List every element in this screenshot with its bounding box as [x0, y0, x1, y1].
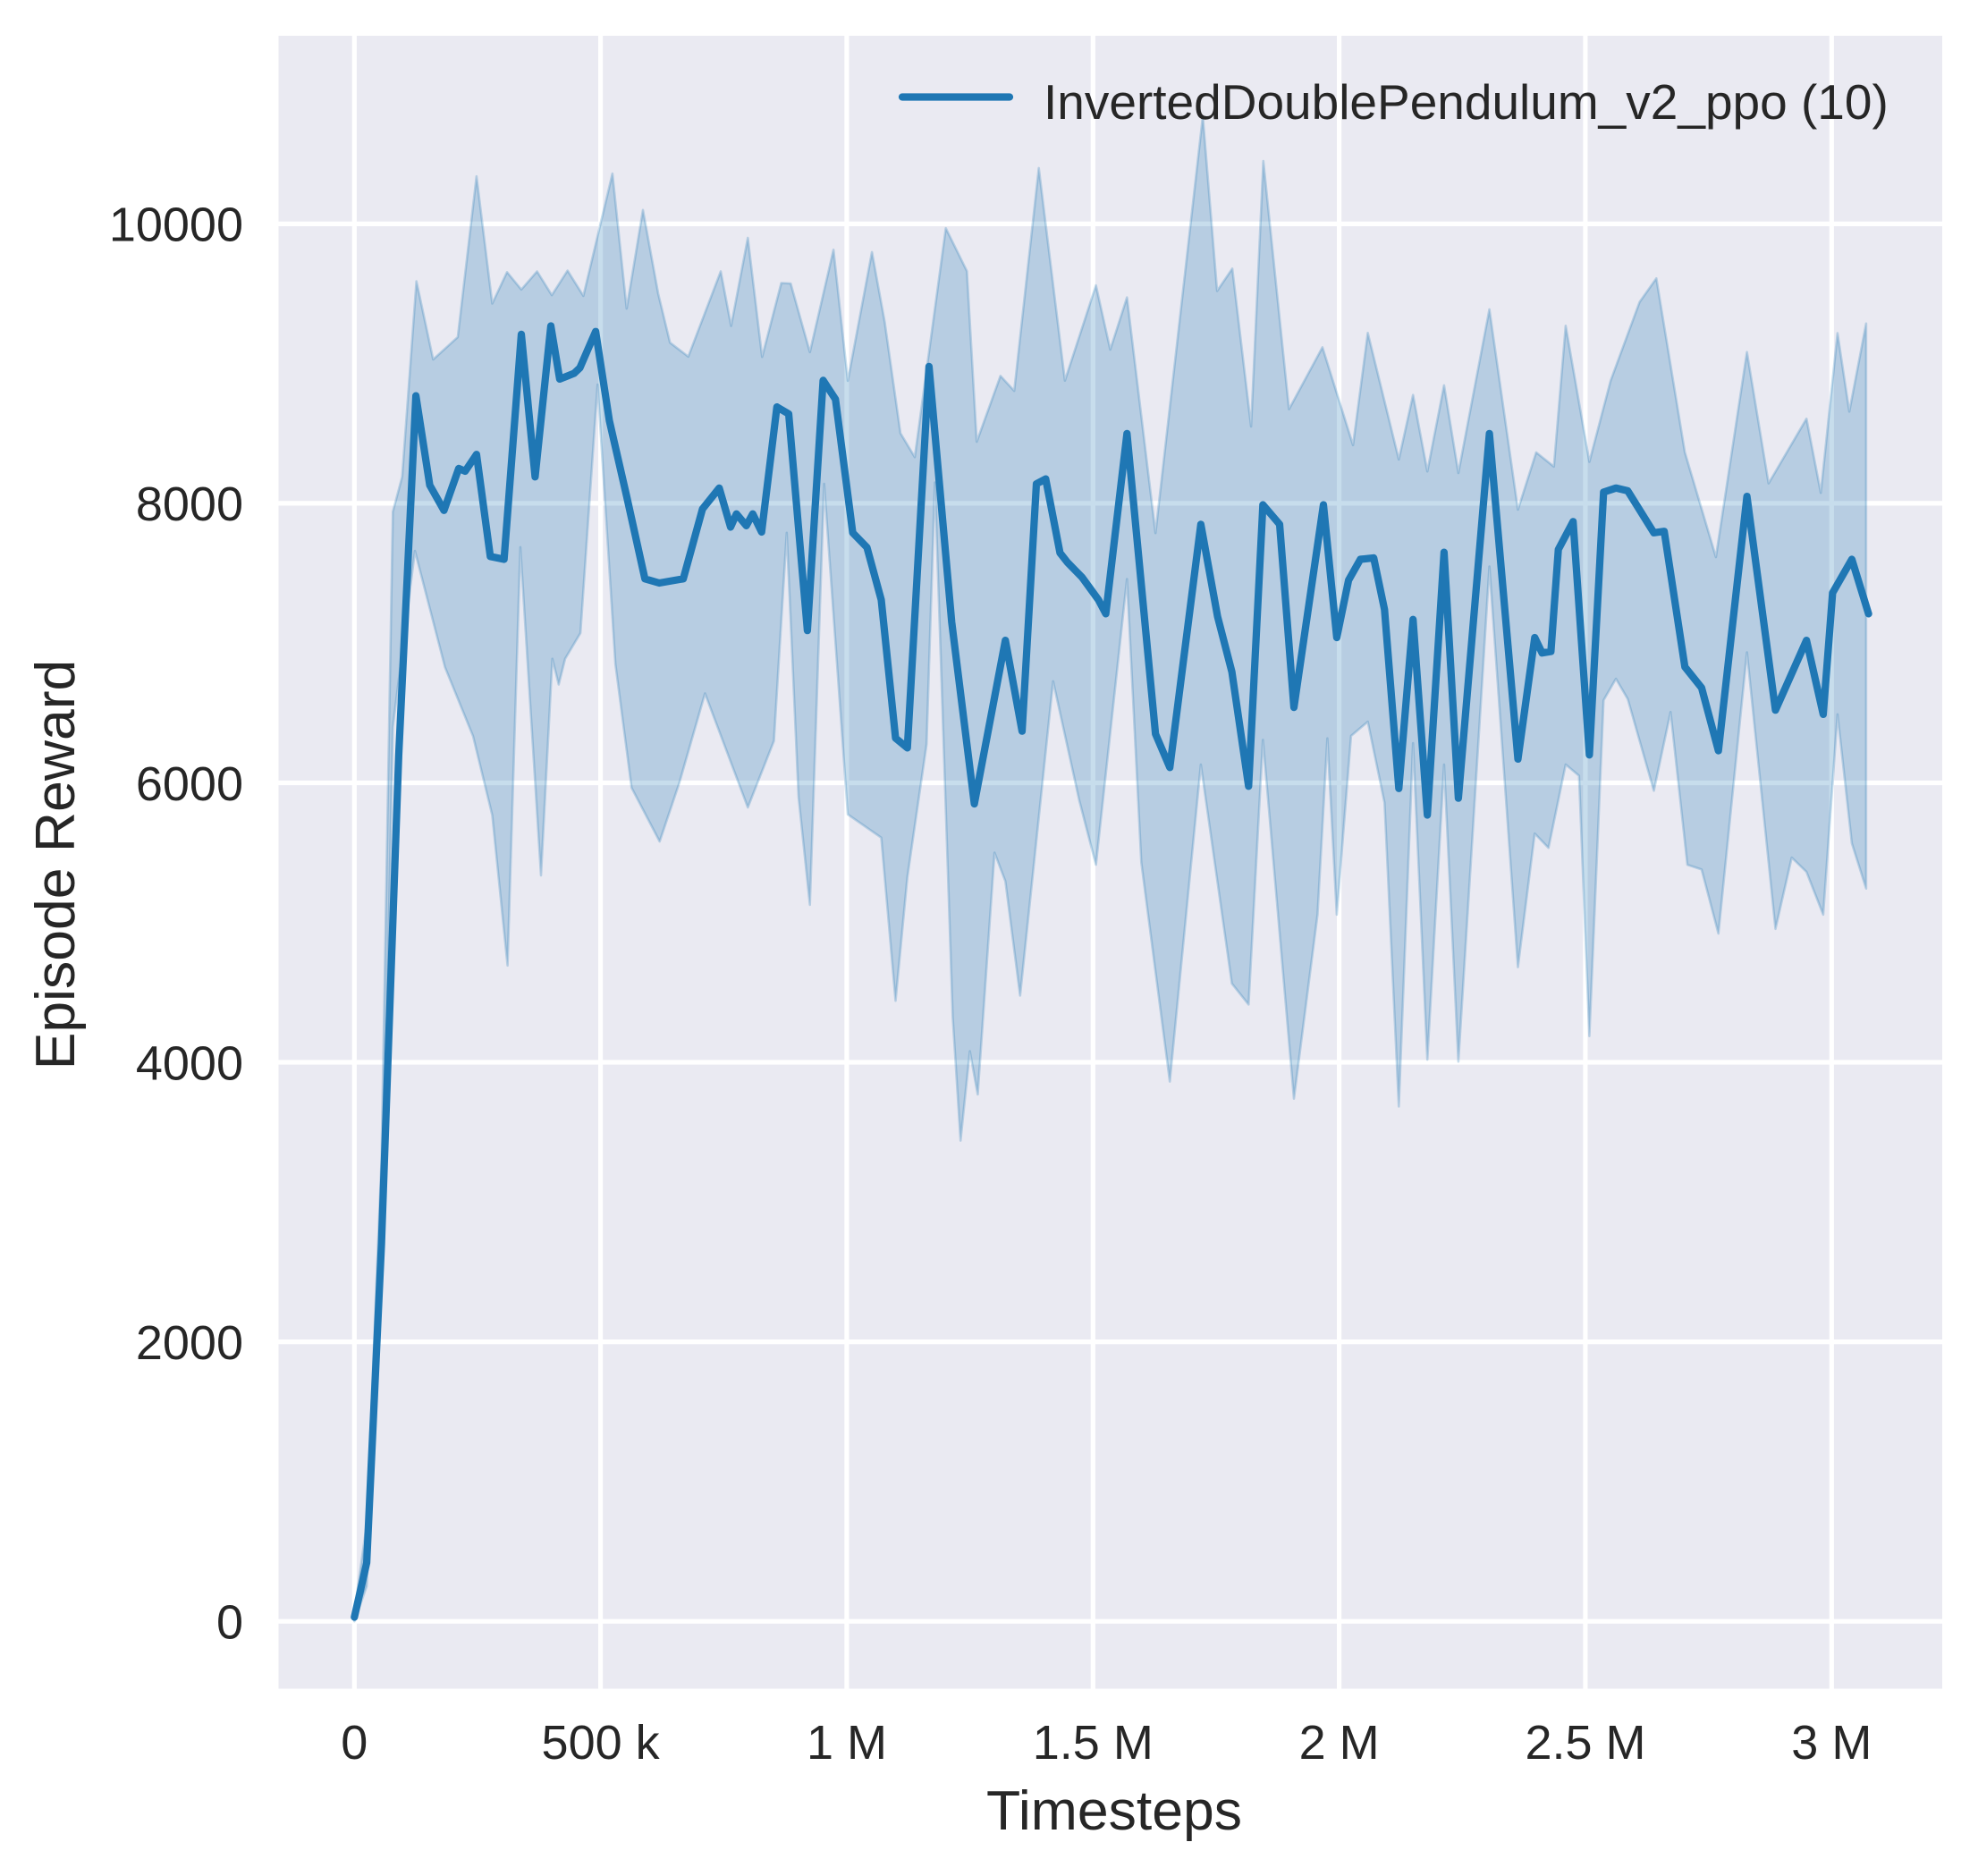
svg-text:InvertedDoublePendulum_v2_ppo: InvertedDoublePendulum_v2_ppo (10)	[1044, 74, 1889, 130]
svg-text:0: 0	[216, 1596, 243, 1650]
svg-text:3 M: 3 M	[1791, 1716, 1872, 1770]
svg-text:10000: 10000	[109, 199, 243, 252]
svg-text:Timesteps: Timesteps	[986, 1779, 1242, 1842]
svg-text:1 M: 1 M	[807, 1716, 887, 1770]
svg-text:2.5 M: 2.5 M	[1525, 1716, 1645, 1770]
svg-text:500 k: 500 k	[542, 1716, 661, 1770]
svg-text:1.5 M: 1.5 M	[1033, 1716, 1154, 1770]
svg-text:Episode Reward: Episode Reward	[24, 660, 87, 1070]
svg-text:4000: 4000	[136, 1036, 243, 1090]
svg-text:8000: 8000	[136, 477, 243, 531]
svg-text:6000: 6000	[136, 757, 243, 811]
svg-text:2000: 2000	[136, 1316, 243, 1370]
svg-text:0: 0	[341, 1716, 368, 1770]
svg-text:2 M: 2 M	[1299, 1716, 1380, 1770]
